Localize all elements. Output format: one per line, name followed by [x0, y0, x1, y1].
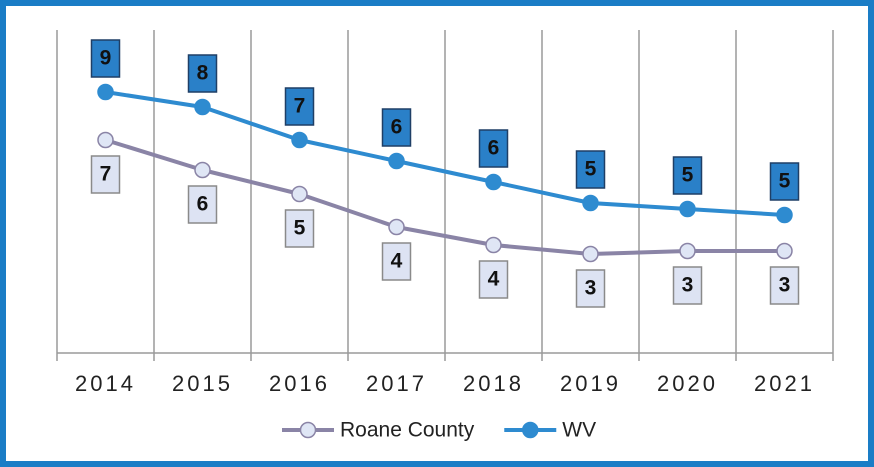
- marker: [97, 83, 114, 101]
- data-label-box: [672, 266, 703, 305]
- data-label-box: [90, 39, 121, 78]
- marker: [97, 131, 114, 149]
- data-label: 6: [197, 193, 209, 216]
- marker: [388, 152, 405, 170]
- x-tick-label: 2018: [463, 371, 524, 396]
- data-label-box: [187, 185, 218, 224]
- data-label: 7: [100, 163, 112, 186]
- data-label-box: [478, 129, 509, 168]
- legend-marker: [522, 421, 539, 439]
- data-label-box: [672, 156, 703, 195]
- marker: [485, 236, 502, 254]
- data-label: 6: [391, 116, 403, 139]
- data-label-box: [90, 155, 121, 194]
- marker: [679, 242, 696, 260]
- data-label-box: [381, 108, 412, 147]
- data-label: 7: [294, 95, 306, 118]
- data-label: 8: [197, 62, 209, 85]
- marker: [582, 245, 599, 263]
- data-label-box: [381, 242, 412, 281]
- data-label: 3: [779, 274, 791, 297]
- marker: [776, 242, 793, 260]
- marker: [194, 161, 211, 179]
- marker: [776, 206, 793, 224]
- data-label-box: [769, 266, 800, 305]
- data-label-box: [769, 162, 800, 201]
- x-tick-label: 2015: [172, 371, 233, 396]
- x-tick-label: 2016: [269, 371, 330, 396]
- x-tick-label: 2014: [75, 371, 136, 396]
- data-label: 4: [488, 268, 500, 291]
- data-label: 5: [585, 158, 597, 181]
- data-label: 6: [488, 137, 500, 160]
- series-line: [104, 138, 785, 256]
- data-label: 5: [779, 170, 791, 193]
- marker: [291, 131, 308, 149]
- data-label-box: [575, 269, 606, 308]
- data-label: 5: [294, 217, 306, 240]
- marker: [485, 173, 502, 191]
- data-label: 5: [682, 164, 694, 187]
- marker: [194, 98, 211, 116]
- data-label-box: [187, 54, 218, 93]
- legend-marker: [299, 421, 317, 439]
- marker: [291, 185, 308, 203]
- data-label-box: [284, 209, 315, 248]
- x-tick-label: 2021: [754, 371, 815, 396]
- data-label-box: [284, 87, 315, 126]
- x-tick-label: 2020: [657, 371, 718, 396]
- legend-label: Roane County: [340, 419, 475, 442]
- data-label: 3: [682, 274, 694, 297]
- data-label: 3: [585, 277, 597, 300]
- marker: [679, 200, 696, 218]
- data-label-box: [575, 150, 606, 189]
- marker: [582, 194, 599, 212]
- x-tick-label: 2017: [366, 371, 427, 396]
- marker: [388, 218, 405, 236]
- data-label: 4: [391, 250, 403, 273]
- data-label: 9: [100, 47, 112, 70]
- series-line: [105, 90, 785, 217]
- x-tick-label: 2019: [560, 371, 621, 396]
- data-label-box: [478, 260, 509, 299]
- legend-label: WV: [562, 419, 596, 442]
